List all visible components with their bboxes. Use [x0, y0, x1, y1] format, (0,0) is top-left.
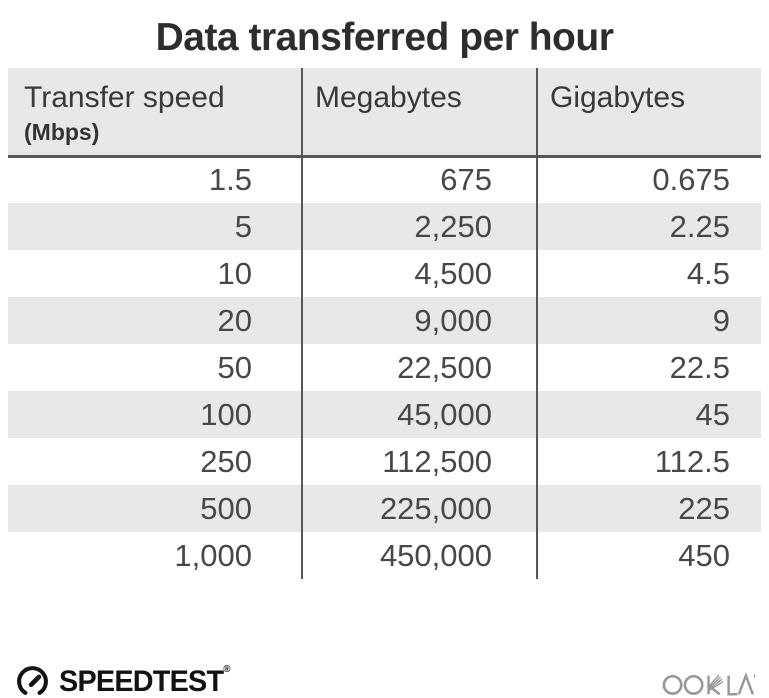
header-transfer-speed-label: Transfer speed — [24, 81, 225, 114]
cell-speed: 5 — [8, 203, 302, 250]
cell-speed: 1.5 — [208, 162, 252, 198]
cell-megabytes: 2,250 — [301, 203, 537, 250]
speedtest-logo: SPEEDTEST® — [14, 663, 238, 698]
cell-gigabytes: 450 — [536, 532, 761, 579]
table-header: Transfer speed (Mbps) Megabytes Gigabyte… — [8, 68, 761, 158]
cell-speed: 10 — [217, 255, 252, 291]
cell-gigabytes: 225 — [536, 485, 761, 532]
speedtest-wordmark: SPEEDTEST® — [59, 663, 231, 698]
ookla-logo-icon — [662, 672, 756, 696]
header-row: Transfer speed (Mbps) Megabytes Gigabyte… — [8, 68, 761, 158]
cell-gigabytes: 45 — [536, 391, 761, 438]
cell-megabytes: 225,000 — [301, 485, 537, 532]
table-row: 1.5 675 0.675 — [8, 156, 761, 203]
table-row: 5 2,250 2.25 — [8, 203, 761, 250]
cell-gigabytes: 112.5 — [536, 438, 761, 485]
cell-gigabytes: 9 — [536, 297, 761, 344]
cell-gigabytes: 2.25 — [536, 203, 761, 250]
cell-speed: 1,000 — [174, 537, 252, 573]
cell-speed: 250 — [200, 443, 252, 479]
gauge-icon — [17, 666, 48, 695]
table-body: 1.5 675 0.675 5 2,250 2.25 10 4,500 4.5 … — [8, 156, 761, 579]
registered-trademark-icon: ® — [223, 663, 231, 675]
cell-megabytes: 9,000 — [301, 297, 537, 344]
cell-speed: 100 — [8, 391, 302, 438]
data-table: Transfer speed (Mbps) Megabytes Gigabyte… — [8, 68, 761, 579]
table-row: 250 112,500 112.5 — [8, 438, 761, 485]
header-gigabytes: Gigabytes — [536, 68, 761, 158]
header-mbps-unit: (Mbps) — [24, 118, 100, 145]
header-transfer-speed: Transfer speed (Mbps) — [8, 68, 302, 158]
table-row: 50 22,500 22.5 — [8, 344, 761, 391]
page-title: Data transferred per hour — [155, 16, 614, 59]
cell-megabytes: 4,500 — [301, 250, 537, 297]
table-row: 500 225,000 225 — [8, 485, 761, 532]
table-row: 1,000 450,000 450 — [8, 532, 761, 579]
cell-megabytes: 112,500 — [301, 438, 537, 485]
speedtest-label: SPEEDTEST — [59, 664, 224, 698]
cell-gigabytes: 0.675 — [536, 156, 761, 203]
cell-megabytes: 450,000 — [301, 532, 537, 579]
cell-megabytes: 22,500 — [301, 344, 537, 391]
footer: SPEEDTEST® OOKLA — [0, 654, 769, 698]
cell-gigabytes: 22.5 — [536, 344, 761, 391]
cell-speed: 20 — [8, 297, 302, 344]
cell-speed: 50 — [217, 349, 252, 385]
cell-megabytes: 675 — [301, 156, 537, 203]
cell-megabytes: 45,000 — [301, 391, 537, 438]
cell-speed: 500 — [8, 485, 302, 532]
table-row: 20 9,000 9 — [8, 297, 761, 344]
header-megabytes: Megabytes — [301, 68, 537, 158]
cell-gigabytes: 4.5 — [536, 250, 761, 297]
ookla-logo: OOKLA — [662, 670, 756, 698]
table-row: 100 45,000 45 — [8, 391, 761, 438]
table-row: 10 4,500 4.5 — [8, 250, 761, 297]
